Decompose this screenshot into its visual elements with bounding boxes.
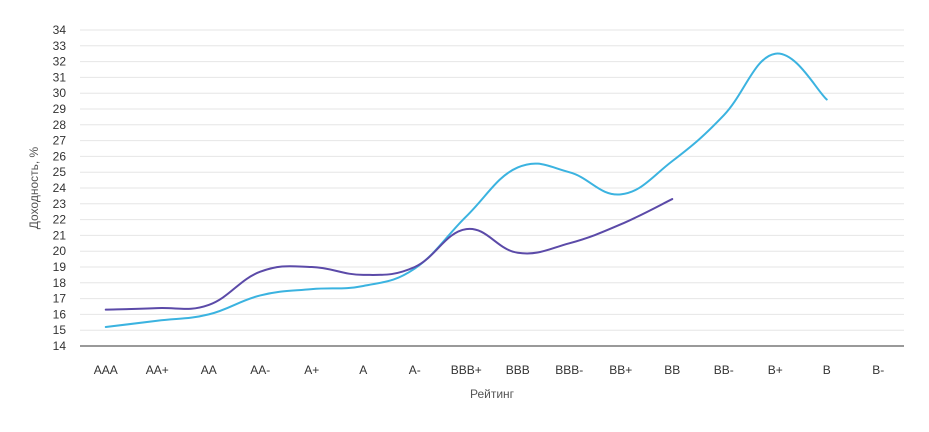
x-tick-labels: AAA AA+ AA AA- A+ A A- BBB+ BBB BBB- BB+ BB BB- B+ B B- [94, 363, 885, 377]
series-lines [104, 52, 828, 329]
series-line-2 [104, 198, 674, 311]
y-tick-label: 17 [53, 292, 67, 306]
series-line-1 [104, 52, 828, 329]
x-tick-label: A- [409, 363, 421, 377]
y-tick-label: 27 [53, 134, 67, 148]
y-tick-label: 33 [53, 39, 67, 53]
y-tick-label: 32 [53, 55, 67, 69]
x-tick-label: B [823, 363, 831, 377]
y-tick-label: 14 [53, 339, 67, 353]
y-tick-label: 20 [53, 244, 67, 258]
y-tick-label: 19 [53, 260, 67, 274]
y-tick-label: 31 [53, 70, 67, 84]
y-tick-label: 15 [53, 323, 67, 337]
x-tick-label: AAA [94, 363, 118, 377]
x-tick-label: AA+ [146, 363, 169, 377]
x-tick-label: BBB [506, 363, 530, 377]
y-tick-label: 28 [53, 118, 67, 132]
y-tick-label: 26 [53, 149, 67, 163]
x-tick-label: B+ [768, 363, 783, 377]
y-tick-label: 30 [53, 86, 67, 100]
grid-lines [80, 29, 904, 331]
x-axis-title: Рейтинг [470, 387, 515, 401]
y-tick-label: 34 [53, 23, 67, 37]
x-tick-label: BB [664, 363, 680, 377]
y-tick-label: 18 [53, 276, 67, 290]
x-tick-label: BB- [714, 363, 734, 377]
y-tick-label: 29 [53, 102, 67, 116]
x-tick-label: A+ [304, 363, 319, 377]
x-tick-label: B- [872, 363, 884, 377]
x-tick-label: BBB+ [451, 363, 482, 377]
x-tick-label: BBB- [555, 363, 583, 377]
x-tick-label: AA- [250, 363, 270, 377]
x-tick-label: AA [201, 363, 217, 377]
y-axis-title: Доходность, % [27, 146, 41, 229]
y-tick-label: 22 [53, 213, 67, 227]
x-tick-label: BB+ [609, 363, 632, 377]
y-tick-label: 21 [53, 228, 67, 242]
y-tick-label: 24 [53, 181, 67, 195]
x-tick-label: A [359, 363, 367, 377]
y-tick-label: 23 [53, 197, 67, 211]
y-tick-label: 16 [53, 307, 67, 321]
y-tick-label: 25 [53, 165, 67, 179]
